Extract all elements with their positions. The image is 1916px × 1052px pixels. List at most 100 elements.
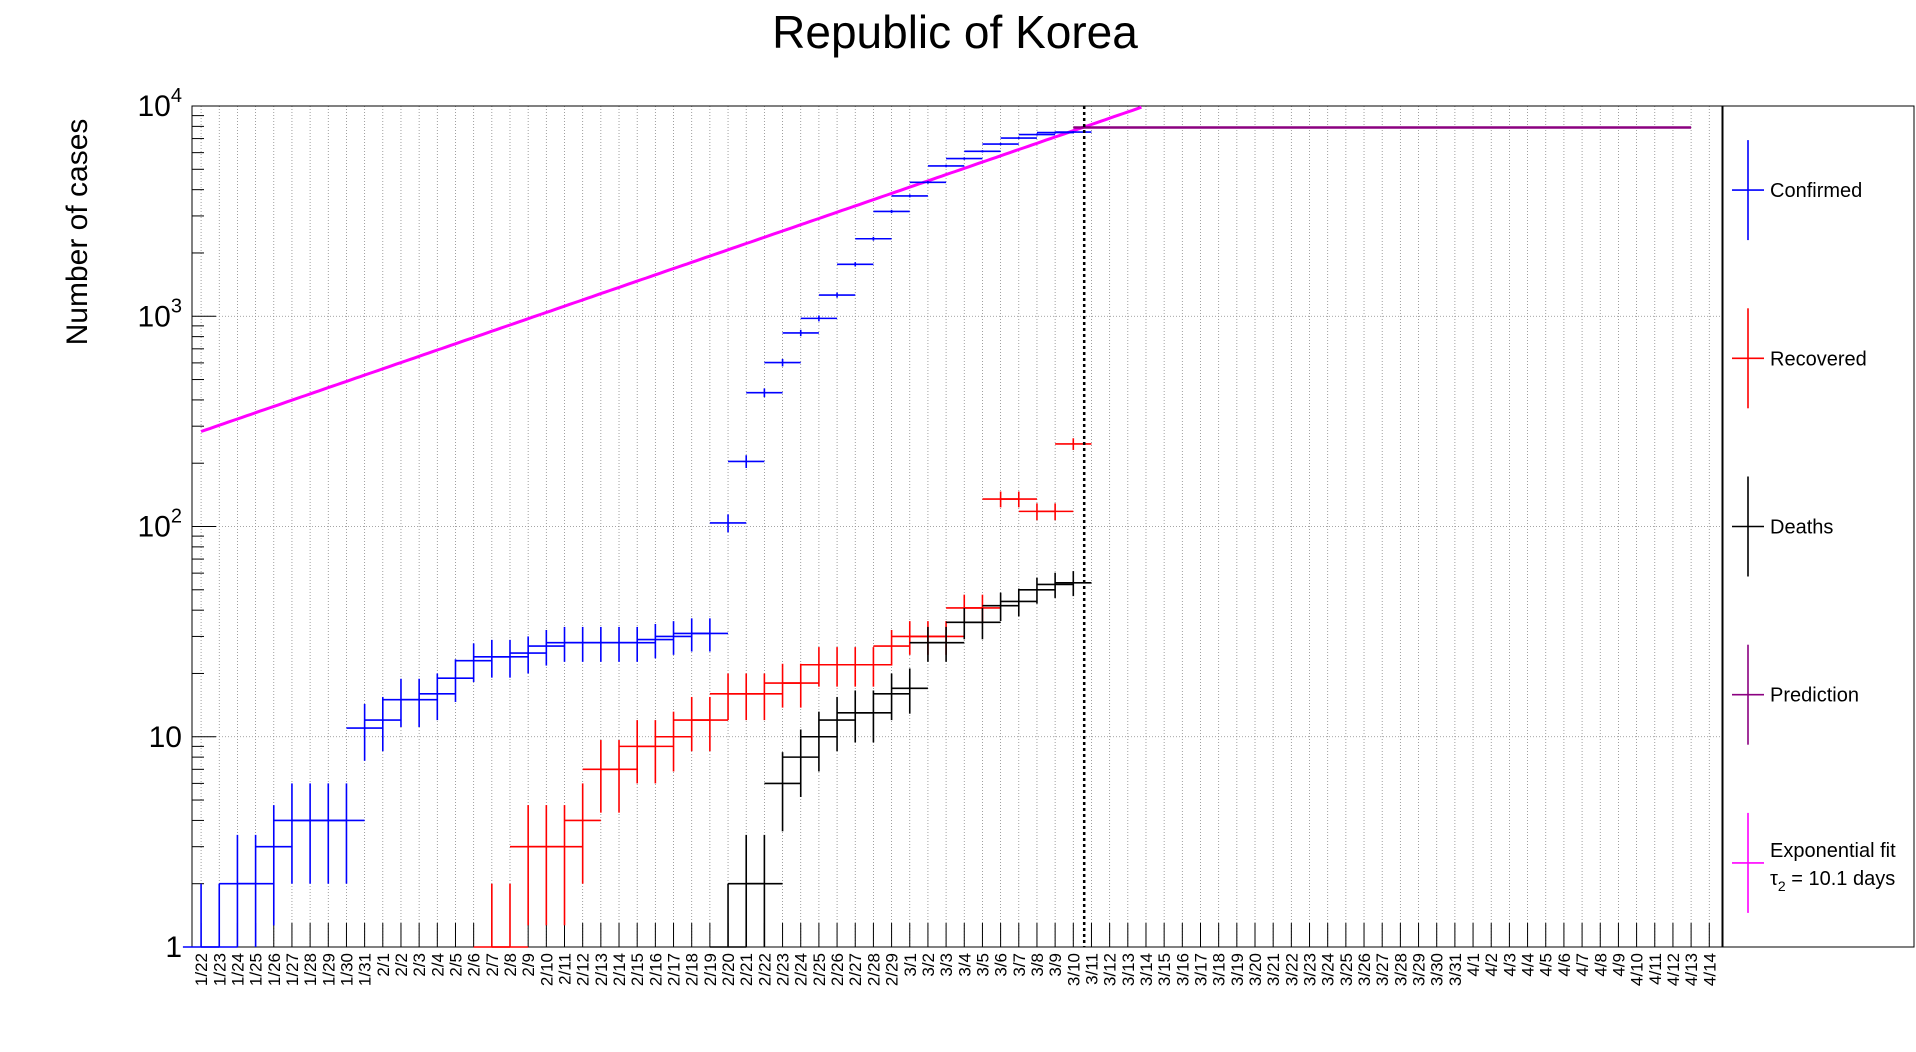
confirmed-point <box>273 783 311 884</box>
x-tick-label: 1/29 <box>319 953 338 986</box>
confirmed-point <box>691 618 729 652</box>
x-tick-label: 4/14 <box>1700 953 1719 986</box>
y-tick-label: 1 <box>165 931 182 964</box>
y-tick-label: 102 <box>138 506 183 544</box>
legend-sublabel: τ2 = 10.1 days <box>1770 868 1895 894</box>
confirmed-point <box>473 639 510 678</box>
deaths-point <box>909 626 947 662</box>
confirmed-point <box>491 639 529 678</box>
x-tick-label: 3/21 <box>1264 953 1283 986</box>
confirmed-point <box>891 194 928 198</box>
x-tick-label: 2/26 <box>828 953 847 986</box>
legend-entry: Prediction <box>1732 644 1859 745</box>
recovered-point <box>637 720 674 784</box>
recovered-point <box>528 805 565 926</box>
confirmed-point <box>728 455 765 469</box>
recovered-point <box>546 805 583 926</box>
confirmed-point <box>582 626 620 662</box>
x-tick-label: 2/22 <box>755 953 774 986</box>
recovered-point <box>691 696 729 752</box>
recovered-point <box>746 673 783 721</box>
x-tick-label: 3/13 <box>1119 953 1138 986</box>
x-tick-label: 2/27 <box>846 953 865 986</box>
x-tick-label: 3/20 <box>1246 953 1265 986</box>
x-tick-label: 2/29 <box>883 953 902 986</box>
x-tick-label: 3/24 <box>1319 953 1338 986</box>
x-tick-label: 2/9 <box>519 953 538 977</box>
confirmed-point <box>419 673 456 721</box>
x-tick-label: 2/14 <box>610 953 629 986</box>
confirmed-point <box>982 142 1019 146</box>
confirmed-point <box>709 514 747 533</box>
recovered-point <box>891 621 928 655</box>
recovered-point <box>564 783 601 884</box>
confirmed-point <box>600 626 638 662</box>
confirmed-point <box>364 696 401 752</box>
x-tick-label: 3/28 <box>1391 953 1410 986</box>
x-tick-label: 4/2 <box>1482 953 1501 977</box>
x-tick-label: 2/24 <box>792 953 811 986</box>
x-tick-label: 1/31 <box>356 953 375 986</box>
recovered-point <box>1000 491 1037 508</box>
x-tick-label: 2/5 <box>446 953 465 977</box>
x-tick-label: 2/3 <box>410 953 429 977</box>
confirmed-point <box>855 236 892 241</box>
x-tick-label: 3/29 <box>1410 953 1429 986</box>
x-tick-label: 1/28 <box>301 953 320 986</box>
x-tick-label: 2/15 <box>628 953 647 986</box>
x-tick-label: 4/9 <box>1609 953 1628 977</box>
legend-label: Exponential fit <box>1770 840 1896 862</box>
deaths-point <box>1000 588 1037 617</box>
plot-area: 1 10 102 103 104 1/22 1/23 1/24 1/25 1/26 1/27 1/28… <box>138 85 1723 986</box>
recovered-point <box>1055 438 1092 450</box>
x-tick-label: 1/24 <box>228 953 247 986</box>
recovered-point <box>709 673 747 721</box>
legend-label: Recovered <box>1770 348 1867 370</box>
x-tick-label: 3/19 <box>1228 953 1247 986</box>
confirmed-point <box>182 883 220 948</box>
x-tick-label: 3/22 <box>1282 953 1301 986</box>
confirmed-point <box>746 388 783 398</box>
x-tick-label: 3/8 <box>1028 953 1047 977</box>
deaths-point <box>800 711 838 772</box>
recovered-point <box>473 883 510 948</box>
x-tick-label: 3/3 <box>937 953 956 977</box>
x-tick-label: 2/4 <box>428 953 447 977</box>
deaths-point <box>1055 571 1092 597</box>
deaths-point <box>837 690 874 743</box>
x-tick-label: 3/18 <box>1210 953 1229 986</box>
recovered-point <box>619 720 656 784</box>
deaths-point <box>855 690 892 743</box>
confirmed-point <box>837 262 874 267</box>
x-tick-label: 3/5 <box>973 953 992 977</box>
x-tick-label: 2/7 <box>483 953 502 977</box>
confirmed-point <box>310 783 347 884</box>
x-tick-label: 2/23 <box>774 953 793 986</box>
confirmed-point <box>1000 136 1037 140</box>
x-tick-label: 4/13 <box>1682 953 1701 986</box>
x-tick-label: 4/11 <box>1646 953 1665 985</box>
confirmed-point <box>964 150 1001 153</box>
confirmed-point <box>328 783 365 884</box>
x-tick-label: 3/12 <box>1101 953 1120 986</box>
confirmed-point <box>546 626 583 662</box>
x-tick-label: 2/2 <box>392 953 411 977</box>
deaths-point <box>746 834 783 947</box>
deaths-point <box>728 834 765 947</box>
legend-label: Prediction <box>1770 685 1859 707</box>
confirmed-point <box>637 623 674 659</box>
recovered-point <box>673 696 710 752</box>
confirmed-point <box>509 636 547 674</box>
recovered-point <box>782 663 819 708</box>
x-tick-label: 4/8 <box>1591 953 1610 977</box>
x-tick-label: 2/21 <box>737 953 756 986</box>
x-tick-label: 3/1 <box>901 953 920 977</box>
confirmed-point <box>946 157 983 160</box>
x-tick-label: 2/19 <box>701 953 720 986</box>
chart-title: Republic of Korea <box>772 6 1138 58</box>
x-tick-label: 3/4 <box>955 953 974 977</box>
deaths-point <box>782 729 819 797</box>
legend-entry: Exponential fit τ2 = 10.1 days <box>1732 812 1896 913</box>
recovered-point <box>855 647 892 687</box>
